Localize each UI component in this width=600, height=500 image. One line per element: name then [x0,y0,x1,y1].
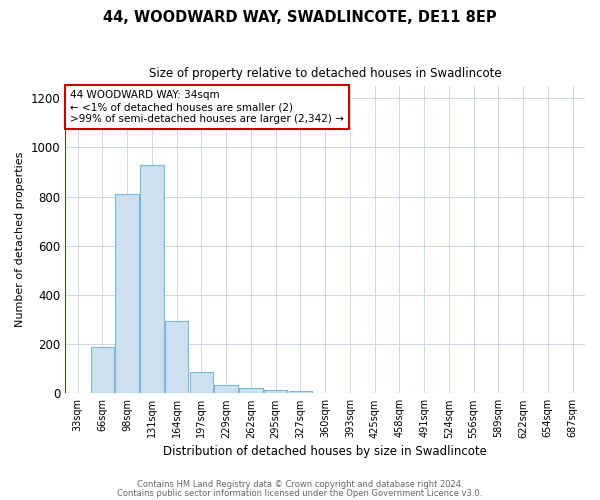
Text: 44, WOODWARD WAY, SWADLINCOTE, DE11 8EP: 44, WOODWARD WAY, SWADLINCOTE, DE11 8EP [103,10,497,25]
Text: Contains public sector information licensed under the Open Government Licence v3: Contains public sector information licen… [118,488,482,498]
Bar [140,164,164,394]
Bar [190,372,213,394]
Bar [289,391,312,394]
Bar [214,384,238,394]
Bar [239,388,263,394]
Y-axis label: Number of detached properties: Number of detached properties [15,152,25,328]
Bar [115,194,139,394]
Bar [91,346,114,394]
Text: Contains HM Land Registry data © Crown copyright and database right 2024.: Contains HM Land Registry data © Crown c… [137,480,463,489]
Bar [264,390,287,394]
Text: 44 WOODWARD WAY: 34sqm
← <1% of detached houses are smaller (2)
>99% of semi-det: 44 WOODWARD WAY: 34sqm ← <1% of detached… [70,90,344,124]
Bar [165,321,188,394]
X-axis label: Distribution of detached houses by size in Swadlincote: Distribution of detached houses by size … [163,444,487,458]
Title: Size of property relative to detached houses in Swadlincote: Size of property relative to detached ho… [149,68,502,80]
